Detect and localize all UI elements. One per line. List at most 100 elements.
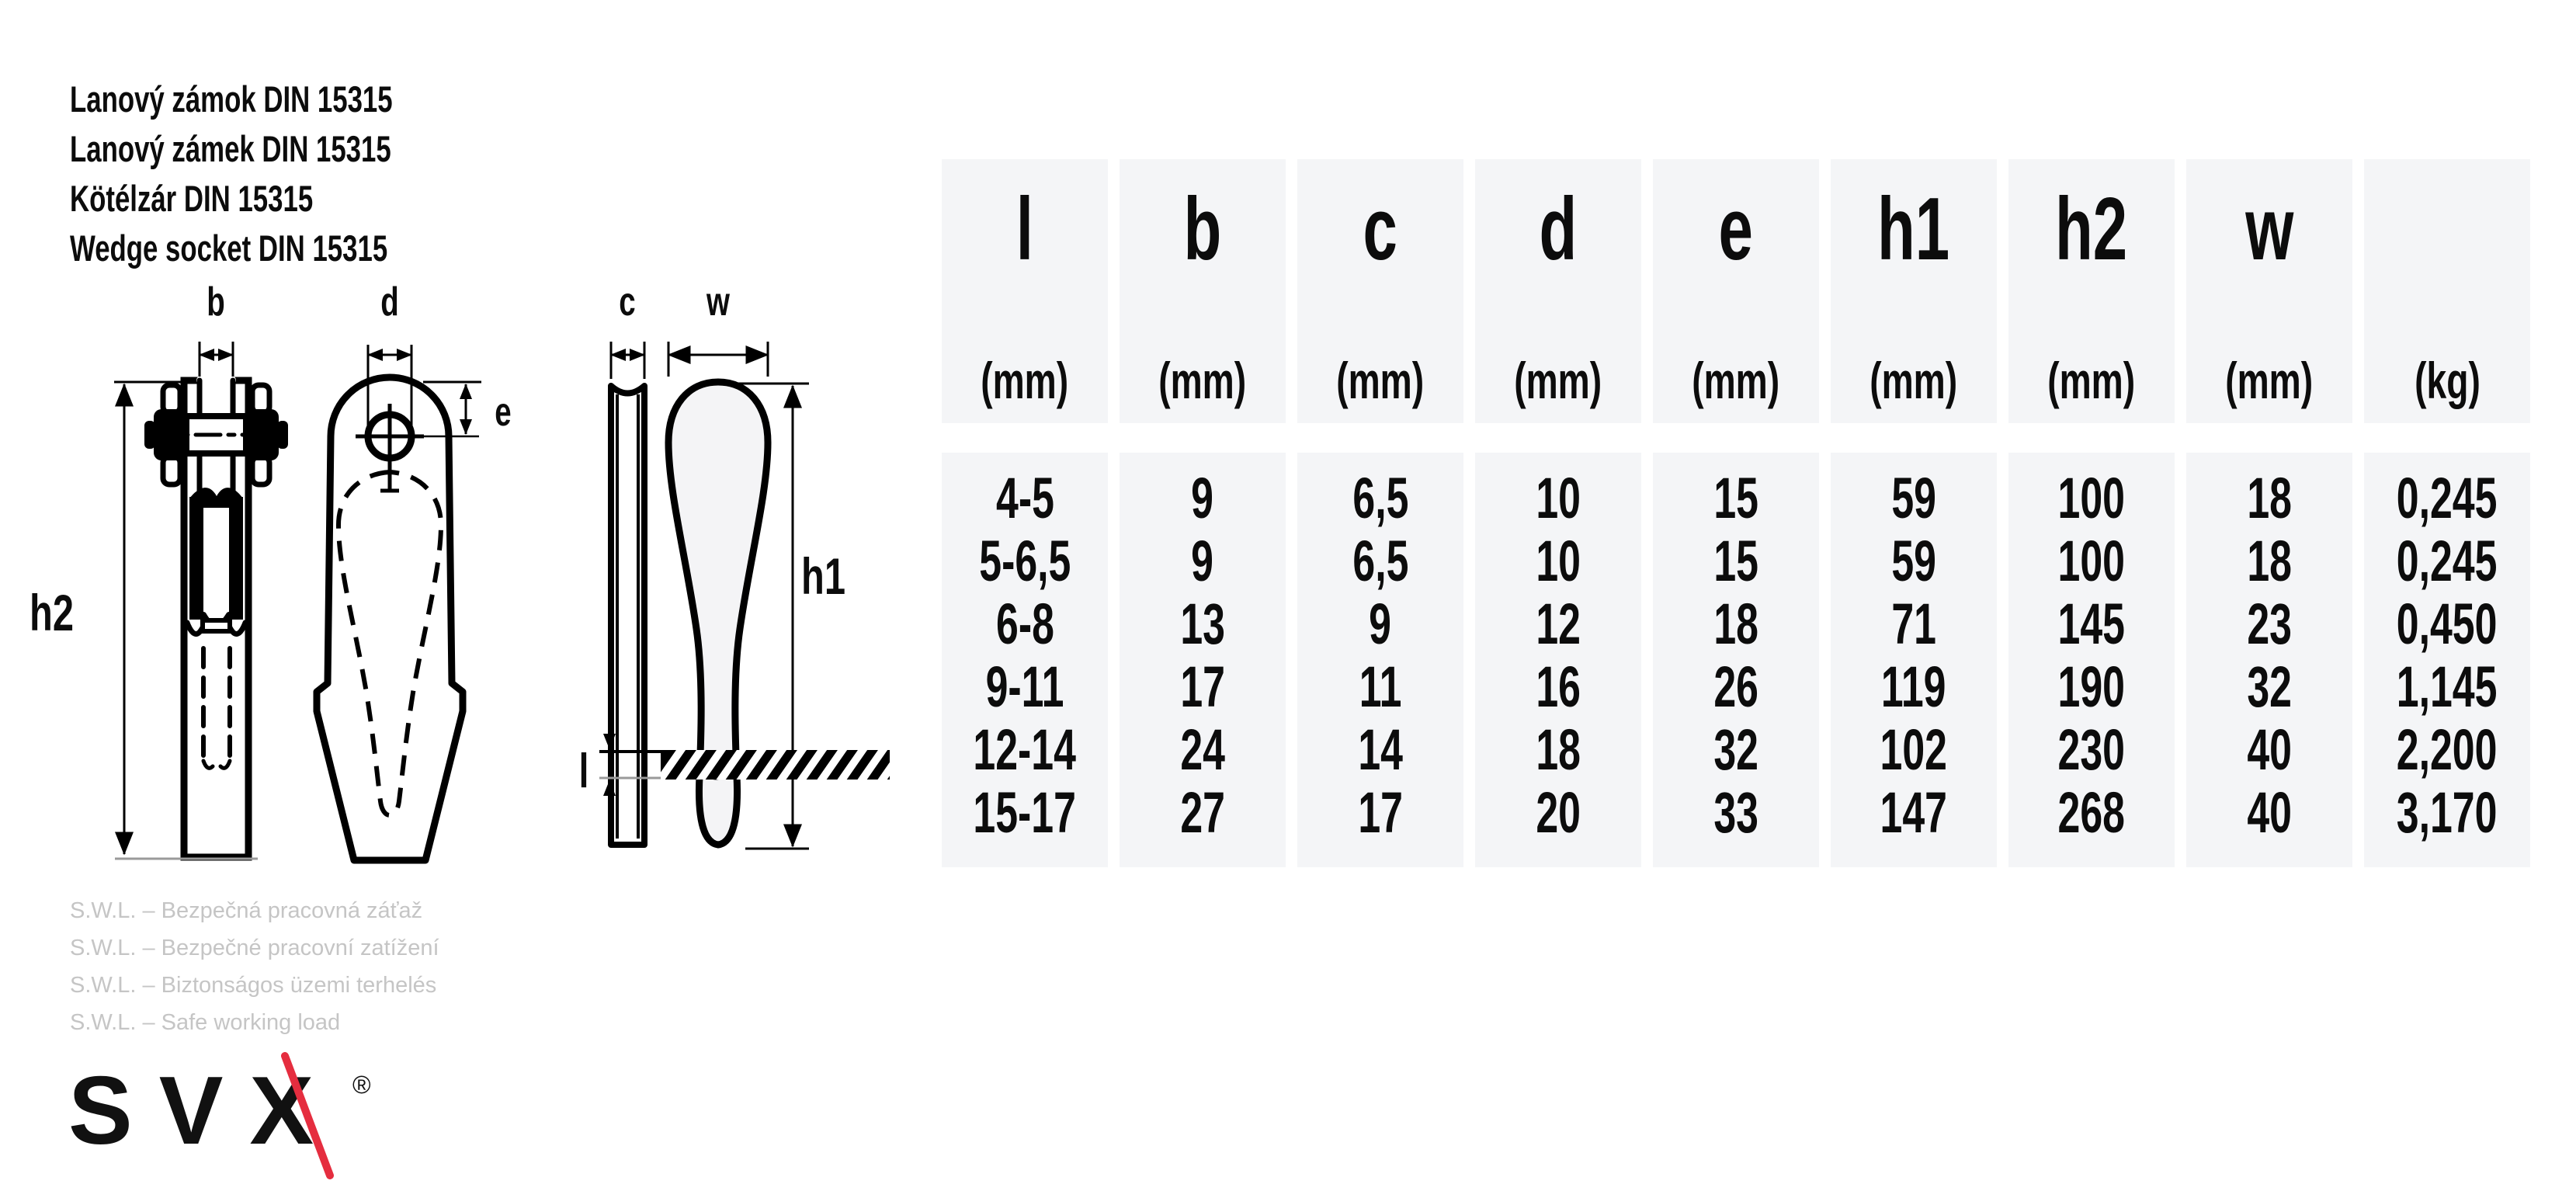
table-header-cell: b (mm) [1120,159,1286,423]
table-cell: 10 [1475,530,1641,592]
table-cell: 3,170 [2364,781,2530,844]
table-value: 40 [2247,717,2292,782]
table-value: 71 [1891,591,1936,656]
table-cell: 26 [1653,655,1819,718]
table-cell: 147 [1831,781,1997,844]
table-value: 5-6,5 [978,528,1071,593]
table-value: 1,145 [2397,654,2498,719]
column-unit: (mm) [2225,352,2314,409]
table-cell: 268 [2008,781,2175,844]
table-value: 2,200 [2397,717,2498,782]
table-cell: 5-6,5 [942,530,1108,592]
table-cell: 0,245 [2364,530,2530,592]
column-letter: l [1015,180,1034,279]
table-value: 11 [1359,654,1402,719]
footnote-swl: S.W.L. – Bezpečná pracovná záťaž [70,898,423,923]
table-cell: 9 [1297,592,1463,655]
table-value: 32 [1713,717,1758,782]
table-column: 59 59 71 119 102 147 [1831,453,1997,867]
table-column: 4-5 5-6,5 6-8 9-11 12-14 15-17 [942,453,1108,867]
dimension-c: c [609,279,646,379]
table-value: 190 [2057,654,2126,719]
dim-label-c: c [619,279,635,324]
table-value: 100 [2057,465,2126,530]
column-unit: (mm) [2047,352,2136,409]
column-letter: h1 [1877,180,1950,279]
table-value: 18 [1713,591,1758,656]
table-value: 268 [2057,780,2126,845]
table-value: 10 [1536,528,1581,593]
dim-label-e: e [495,389,511,434]
footnote-swl: S.W.L. – Biztonságos üzemi terhelés [70,973,437,998]
product-title: Wedge socket DIN 15315 [70,227,388,269]
dimension-w: w [667,279,769,377]
table-cell: 33 [1653,781,1819,844]
table-cell: 71 [1831,592,1997,655]
table-header-cell: c (mm) [1297,159,1463,423]
table-value: 26 [1713,654,1758,719]
table-value: 9 [1191,528,1214,593]
table-value: 12 [1536,591,1581,656]
column-letter: b [1183,180,1222,279]
table-cell: 18 [1475,718,1641,781]
table-header-cell: h2 (mm) [2008,159,2175,423]
svx-logo: SVX ® [68,1052,371,1179]
table-column: 9 9 13 17 24 27 [1120,453,1286,867]
table-value: 17 [1180,654,1225,719]
product-title: Lanový zámek DIN 15315 [70,128,391,169]
table-cell: 18 [2186,467,2352,530]
dimension-l: l [579,728,616,801]
dim-label-d: d [380,279,399,324]
dimension-b: b [198,279,234,377]
table-value: 230 [2057,717,2126,782]
table-cell: 10 [1475,467,1641,530]
table-cell: 18 [2186,530,2352,592]
table-value: 13 [1180,591,1225,656]
table-header-cell: e (mm) [1653,159,1819,423]
table-value: 20 [1536,780,1581,845]
product-title: Lanový zámok DIN 15315 [70,78,393,120]
table-value: 59 [1891,528,1936,593]
table-cell: 16 [1475,655,1641,718]
table-value: 17 [1358,780,1403,845]
table-body: 4-5 5-6,5 6-8 9-11 12-14 15-17 9 9 13 17 24 27 6,5 6,… [942,453,2530,867]
table-value: 4-5 [995,465,1054,530]
table-cell: 11 [1297,655,1463,718]
column-unit: (mm) [1514,352,1602,409]
table-cell: 40 [2186,718,2352,781]
table-value: 18 [1536,717,1581,782]
table-value: 9 [1191,465,1214,530]
table-column: 10 10 12 16 18 20 [1475,453,1641,867]
table-value: 10 [1536,465,1581,530]
table-column: 6,5 6,5 9 11 14 17 [1297,453,1463,867]
table-value: 119 [1881,654,1946,719]
table-cell: 13 [1120,592,1286,655]
table-cell: 59 [1831,467,1997,530]
table-column: 18 18 23 32 40 40 [2186,453,2352,867]
table-cell: 32 [2186,655,2352,718]
table-cell: 145 [2008,592,2175,655]
table-cell: 40 [2186,781,2352,844]
product-titles: Lanový zámok DIN 15315 Lanový zámek DIN … [70,75,506,273]
table-value: 59 [1891,465,1936,530]
column-unit: (kg) [2414,352,2481,409]
table-cell: 1,145 [2364,655,2530,718]
table-value: 147 [1880,780,1948,845]
dim-label-b: b [207,279,225,324]
footnote-swl: S.W.L. – Safe working load [70,1010,341,1035]
table-cell: 12 [1475,592,1641,655]
table-value: 14 [1358,717,1403,782]
hidden-wedge-outline [335,469,444,818]
logo-text: SVX [68,1057,340,1165]
table-cell: 0,245 [2364,467,2530,530]
table-value: 15 [1713,528,1758,593]
table-value: 3,170 [2397,780,2498,845]
product-title: Kötélzár DIN 15315 [70,178,314,219]
table-header-cell: d (mm) [1475,159,1641,423]
table-value: 40 [2247,780,2292,845]
dimension-e: e [423,380,512,435]
column-unit: (mm) [1158,352,1247,409]
dimension-d: d [366,279,413,425]
table-column: 0,245 0,245 0,450 1,145 2,200 3,170 [2364,453,2530,867]
